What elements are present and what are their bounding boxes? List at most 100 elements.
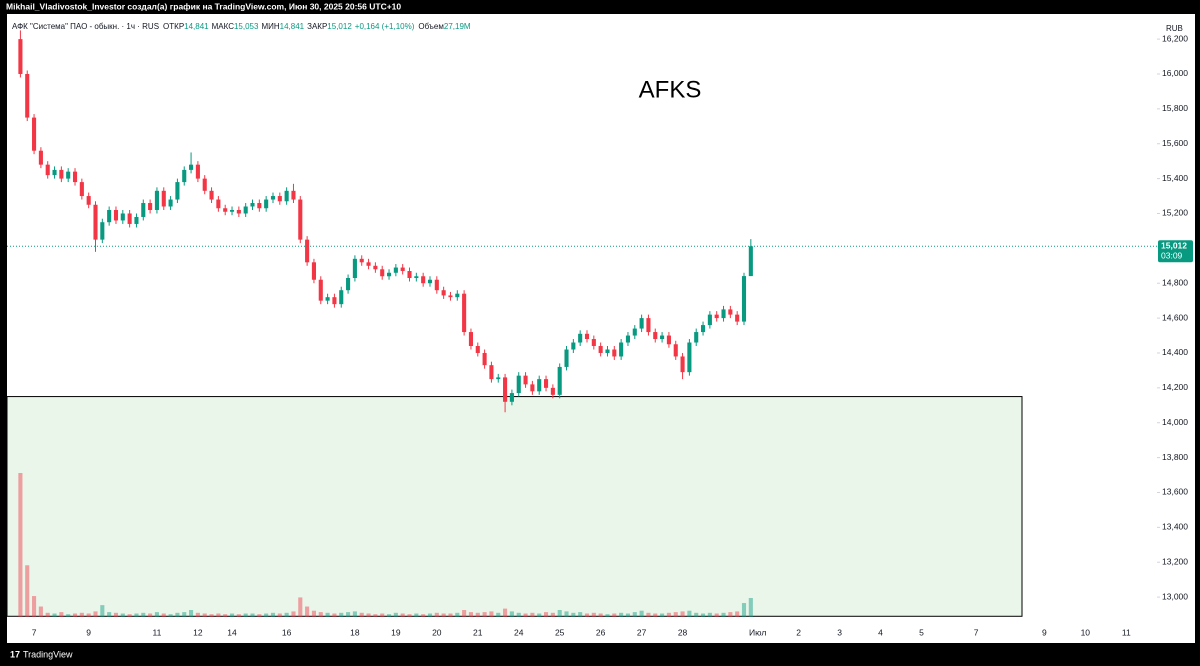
volume-bar [311,610,316,617]
low-label: МИН [261,22,279,31]
x-tick-label: 19 [391,627,401,637]
candle-body [339,290,344,305]
volume-bar [550,612,555,617]
candle-body [660,335,665,340]
volume-bar [154,612,159,617]
logo-text: TradingView [23,649,73,659]
candle-body [687,342,692,373]
volume-bar [578,612,583,617]
volume-bar [25,565,30,617]
volume-bar [393,612,398,617]
candle-body [639,318,644,329]
y-tick-label: 13,800 [1162,452,1188,462]
volume-bar [161,613,166,617]
volume-bar [523,613,528,617]
candle-body [557,366,562,395]
volume-bar [38,606,43,617]
volume-bar [543,612,549,617]
volume-bar [270,612,276,617]
x-tick-label: 26 [596,627,606,637]
volume-bar [503,608,508,617]
volume-bar [175,612,180,617]
x-tick-label: 24 [514,627,524,637]
volume-value: 27,19M [444,22,471,31]
volume-bar [632,612,637,617]
x-tick-label: 28 [678,627,688,637]
candle-body [134,216,139,224]
candle-body [45,164,50,176]
volume-bar [352,611,357,617]
candle-body [680,356,685,373]
volume-bar [468,612,473,617]
volume-bar [264,613,269,617]
x-tick-label: 3 [837,627,842,637]
candle-body [550,387,555,395]
candle-body [352,258,357,278]
y-tick-label: 13,000 [1162,591,1188,601]
volume-bar [653,613,658,617]
volume-bar [148,613,153,617]
volume-bar [373,614,378,617]
candle-body [414,276,419,278]
support-zone [6,396,1023,617]
candle-body [32,117,37,151]
volume-bar [257,614,262,617]
x-tick-label: 20 [432,627,442,637]
volume-bar [496,612,501,617]
volume-bar [441,613,446,617]
x-tick-label: 5 [919,627,924,637]
candle-body [748,246,753,277]
volume-bar [564,611,569,617]
volume-bar [448,613,453,617]
candle-body [646,318,651,333]
volume-bar [462,610,467,617]
y-tick-label: 16,000 [1162,68,1188,78]
candle-body [694,332,699,343]
candle-body [380,269,385,277]
candle-body [311,262,316,280]
volume-bar [646,612,651,617]
volume-bar [687,610,692,617]
x-tick-label: 11 [153,627,162,637]
y-tick-label: 14,400 [1162,347,1188,357]
candle-body [264,199,269,209]
candle-body [195,164,200,179]
volume-bar [141,612,146,617]
close-label: ЗАКР [307,22,327,31]
candle-body [441,290,446,296]
candle-body [584,333,590,340]
candle-body [325,297,330,301]
y-tick-label: 14,200 [1162,382,1188,392]
candle-body [346,277,351,291]
volume-bar [612,613,617,617]
y-tick-label: 14,600 [1162,312,1188,322]
volume-bar [407,614,412,617]
y-tick-label: 13,400 [1162,522,1188,532]
volume-bar [113,612,119,617]
candle-body [735,314,740,322]
header-text: Mikhail_Vladivostok_Investor создал(а) г… [6,1,401,11]
volume-bar [202,613,207,617]
candle-body [86,196,91,205]
x-tick-label: 18 [350,627,360,637]
volume-bar [66,614,71,617]
volume-bar [45,612,50,617]
x-tick-label: 7 [974,627,979,637]
volume-bar [728,612,733,617]
volume-bar [530,612,535,617]
candle-body [332,297,337,305]
volume-bar [134,613,139,617]
candle-body [537,379,542,392]
volume-bar [107,612,112,617]
volume-bar [380,613,385,617]
volume-bar [591,612,596,617]
volume-bar [421,614,426,617]
volume-bar [584,613,590,617]
volume-bar [216,613,221,617]
candle-body [93,204,98,240]
candle-body [305,239,310,263]
volume-bar [721,612,726,617]
currency: RUB [1166,24,1183,33]
candle-body [475,346,480,353]
